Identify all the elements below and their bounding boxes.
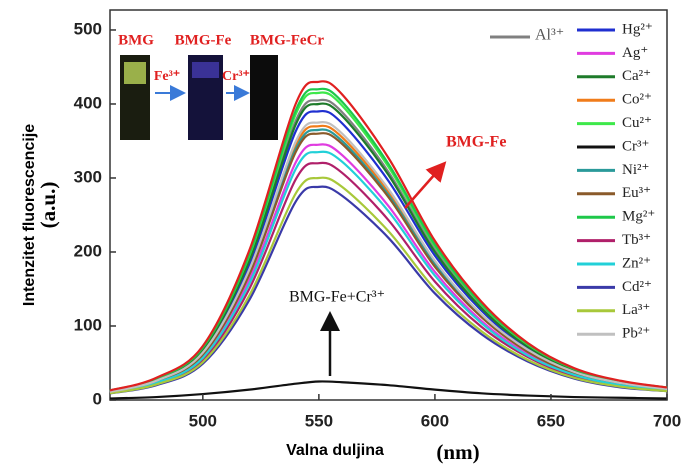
legend-label: Eu³⁺ xyxy=(622,185,651,201)
y-tick-label: 0 xyxy=(93,389,102,408)
vial xyxy=(250,55,278,140)
annotation: BMG-Fe+Cr³⁺ xyxy=(289,289,385,306)
annotation-arrow xyxy=(404,161,447,209)
x-tick-label: 550 xyxy=(305,411,333,430)
y-tick-label: 200 xyxy=(74,241,102,260)
series-line xyxy=(109,161,668,394)
x-axis-label: Valna duljina xyxy=(286,442,384,459)
x-tick-label: 500 xyxy=(189,411,217,430)
legend-label: Tb³⁺ xyxy=(622,232,651,248)
vial-glow xyxy=(192,62,219,78)
inset: BMG BMG-Fe BMG-FeCr Fe³⁺ Cr³⁺ xyxy=(118,32,324,140)
y-axis-unit: (a.u.) xyxy=(36,182,60,229)
x-tick-label: 600 xyxy=(421,411,449,430)
inset-arrow-label: Fe³⁺ xyxy=(154,69,180,84)
legend-label: Cr³⁺ xyxy=(622,138,649,154)
series-line xyxy=(109,380,668,400)
series-label: BMG-Fe xyxy=(446,134,506,151)
series-line xyxy=(109,150,668,394)
series-line xyxy=(109,132,668,393)
series-line xyxy=(109,120,668,393)
series-line xyxy=(109,98,668,393)
series-line xyxy=(109,109,668,393)
inset-arrow-label: Cr³⁺ xyxy=(222,69,250,84)
y-tick-label: 500 xyxy=(74,19,102,38)
inset-label: BMG-Fe xyxy=(175,32,232,48)
legend-label: Cu²⁺ xyxy=(622,115,652,131)
x-tick-label: 650 xyxy=(537,411,565,430)
series-line xyxy=(109,176,668,395)
y-tick-label: 100 xyxy=(74,315,102,334)
series-line xyxy=(109,80,668,392)
legend-label: Co²⁺ xyxy=(622,92,652,108)
legend-label: Hg²⁺ xyxy=(622,21,653,37)
x-tick-label: 700 xyxy=(653,411,681,430)
legend-label: Ag⁺ xyxy=(622,45,648,61)
inset-label: BMG xyxy=(118,32,154,48)
legend-label: Al³⁺ xyxy=(535,27,564,44)
legend-label: Zn²⁺ xyxy=(622,255,651,271)
legend-label: La³⁺ xyxy=(622,302,650,318)
inset-label: BMG-FeCr xyxy=(250,32,324,48)
legend-label: Ni²⁺ xyxy=(622,162,649,178)
x-axis-unit: (nm) xyxy=(436,440,479,464)
vial-glow xyxy=(124,62,146,84)
y-tick-label: 400 xyxy=(74,93,102,112)
plot-frame xyxy=(109,9,668,401)
series-line xyxy=(109,102,668,393)
legend-label: Pb²⁺ xyxy=(622,326,650,342)
y-axis-label: Intenzitet fluorescencije xyxy=(21,124,38,306)
legend-label: Mg²⁺ xyxy=(622,209,655,225)
plot-area xyxy=(109,80,668,400)
legend-label: Ca²⁺ xyxy=(622,68,651,84)
y-tick-label: 300 xyxy=(74,167,102,186)
legend-label: Cd²⁺ xyxy=(622,279,652,295)
